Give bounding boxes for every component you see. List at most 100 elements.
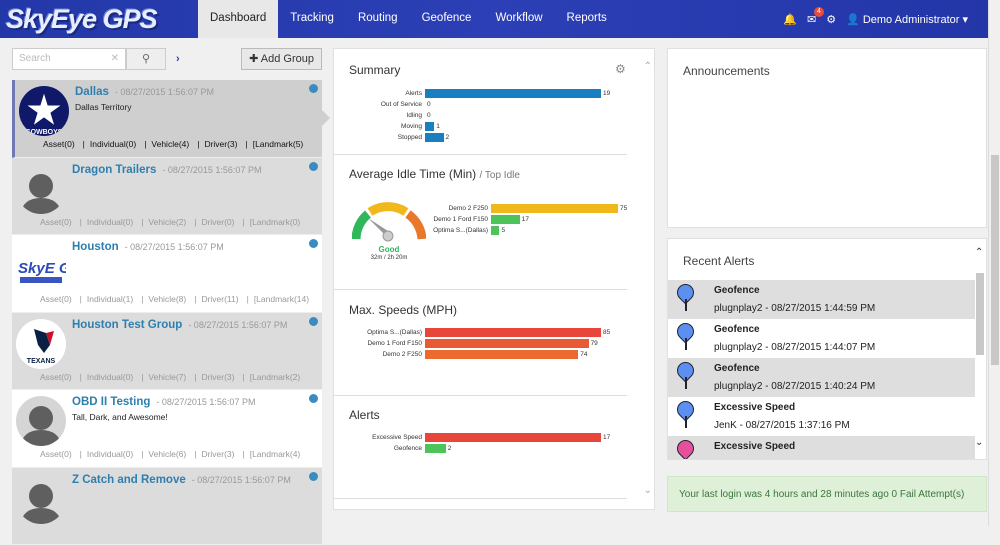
count-link[interactable]: Driver(3): [201, 449, 234, 459]
count-link[interactable]: Vehicle(4): [151, 139, 189, 149]
count-link[interactable]: Driver(3): [204, 139, 237, 149]
gear-icon[interactable]: ⚙: [826, 13, 836, 26]
bar[interactable]: [425, 433, 601, 442]
bar-label: Out of Service: [381, 101, 422, 108]
pin-stem: [685, 416, 687, 428]
bar[interactable]: [425, 122, 434, 131]
group-title[interactable]: Houston Test Group: [72, 319, 182, 331]
group-date: - 08/27/2015 1:56:07 PM: [156, 397, 255, 407]
count-link[interactable]: Individual(1): [87, 294, 133, 304]
bell-icon[interactable]: 🔔: [783, 13, 797, 26]
tab-dashboard[interactable]: Dashboard: [198, 0, 278, 38]
bar[interactable]: [491, 226, 499, 235]
page-scrollbar[interactable]: [988, 0, 1000, 526]
group-name[interactable]: Dragon Trailers- 08/27/2015 1:56:07 PM: [72, 164, 261, 176]
clear-icon[interactable]: ✕: [111, 53, 119, 64]
tab-tracking[interactable]: Tracking: [278, 0, 346, 38]
count-link[interactable]: Asset(0): [43, 139, 75, 149]
count-link[interactable]: Vehicle(8): [148, 294, 186, 304]
divider: |: [141, 217, 143, 227]
group-name[interactable]: Dallas- 08/27/2015 1:56:07 PM: [75, 86, 214, 98]
bar[interactable]: [491, 204, 618, 213]
group-title[interactable]: Houston: [72, 241, 119, 253]
group-row[interactable]: SkyE GPSHouston- 08/27/2015 1:56:07 PMAs…: [12, 235, 322, 313]
count-link[interactable]: [Landmark(4): [250, 449, 301, 459]
count-link[interactable]: Individual(0): [90, 139, 136, 149]
count-link[interactable]: Asset(0): [40, 294, 72, 304]
bar[interactable]: [425, 444, 446, 453]
count-link[interactable]: [Landmark(14): [254, 294, 309, 304]
scroll-down-icon[interactable]: ⌄: [644, 485, 652, 496]
bar[interactable]: [425, 328, 601, 337]
tab-geofence[interactable]: Geofence: [410, 0, 484, 38]
count-link[interactable]: Asset(0): [40, 217, 72, 227]
tab-workflow[interactable]: Workflow: [483, 0, 554, 38]
tab-reports[interactable]: Reports: [555, 0, 619, 38]
count-link[interactable]: [Landmark(0): [250, 217, 301, 227]
search-input[interactable]: Search✕: [12, 48, 126, 70]
count-link[interactable]: Driver(3): [201, 372, 234, 382]
group-title[interactable]: Dragon Trailers: [72, 164, 156, 176]
group-name[interactable]: Houston- 08/27/2015 1:56:07 PM: [72, 241, 224, 253]
tab-routing[interactable]: Routing: [346, 0, 410, 38]
count-link[interactable]: Individual(0): [87, 372, 133, 382]
bar[interactable]: [491, 215, 520, 224]
svg-text:COWBOYS: COWBOYS: [26, 129, 63, 136]
count-link[interactable]: Driver(11): [201, 294, 238, 304]
logo[interactable]: SkyEye GPS: [6, 4, 194, 34]
group-description: Tall, Dark, and Awesome!: [72, 412, 168, 422]
group-title[interactable]: Dallas: [75, 86, 109, 98]
count-link[interactable]: Vehicle(2): [148, 217, 186, 227]
divider: |: [144, 139, 146, 149]
alerts-scrollbar[interactable]: ⌃ ⌄: [974, 247, 986, 459]
search-button[interactable]: ⚲: [126, 48, 166, 70]
alert-item[interactable]: Excessive Speed: [668, 436, 975, 460]
globe-icon[interactable]: [309, 394, 318, 403]
count-link[interactable]: Individual(0): [87, 217, 133, 227]
count-link[interactable]: [Landmark(5): [253, 139, 304, 149]
group-row[interactable]: Dragon Trailers- 08/27/2015 1:56:07 PM As…: [12, 158, 322, 236]
bar[interactable]: [425, 339, 589, 348]
globe-icon[interactable]: [309, 472, 318, 481]
count-link[interactable]: Asset(0): [40, 372, 72, 382]
group-title[interactable]: OBD II Testing: [72, 396, 150, 408]
group-title[interactable]: Z Catch and Remove: [72, 474, 186, 486]
globe-icon[interactable]: [309, 239, 318, 248]
count-link[interactable]: Vehicle(7): [148, 372, 186, 382]
expand-chevron-icon[interactable]: ›: [176, 53, 180, 65]
bar-value: 5: [501, 227, 505, 234]
group-row[interactable]: Z Catch and Remove- 08/27/2015 1:56:07 P…: [12, 468, 322, 545]
avatar-person: [16, 164, 66, 214]
count-link[interactable]: [Landmark(2): [250, 372, 301, 382]
group-name[interactable]: Z Catch and Remove- 08/27/2015 1:56:07 P…: [72, 474, 291, 486]
count-link[interactable]: Driver(0): [201, 217, 234, 227]
add-group-button[interactable]: ✚ Add Group: [241, 48, 322, 70]
bar-value: 0: [427, 112, 431, 119]
group-name[interactable]: Houston Test Group- 08/27/2015 1:56:07 P…: [72, 319, 287, 331]
count-link[interactable]: Vehicle(6): [148, 449, 186, 459]
bar[interactable]: [425, 350, 578, 359]
globe-icon[interactable]: [309, 317, 318, 326]
globe-icon[interactable]: [309, 162, 318, 171]
user-menu[interactable]: 👤 Demo Administrator ▾: [846, 13, 968, 26]
count-link[interactable]: Asset(0): [40, 449, 72, 459]
count-link[interactable]: Individual(0): [87, 449, 133, 459]
globe-icon[interactable]: [309, 84, 318, 93]
scroll-up-icon[interactable]: ⌃: [644, 61, 652, 72]
bar[interactable]: [425, 133, 444, 142]
mail-icon[interactable]: ✉4: [807, 13, 816, 26]
divider: |: [197, 139, 199, 149]
avatar-cowboys: COWBOYS: [19, 86, 69, 136]
group-name[interactable]: OBD II Testing - 08/27/2015 1:56:07 PM: [72, 396, 255, 408]
bar[interactable]: [425, 89, 601, 98]
bar-label: Demo 1 Ford F150: [367, 340, 422, 347]
group-row[interactable]: OBD II Testing - 08/27/2015 1:56:07 PM Tal…: [12, 390, 322, 468]
